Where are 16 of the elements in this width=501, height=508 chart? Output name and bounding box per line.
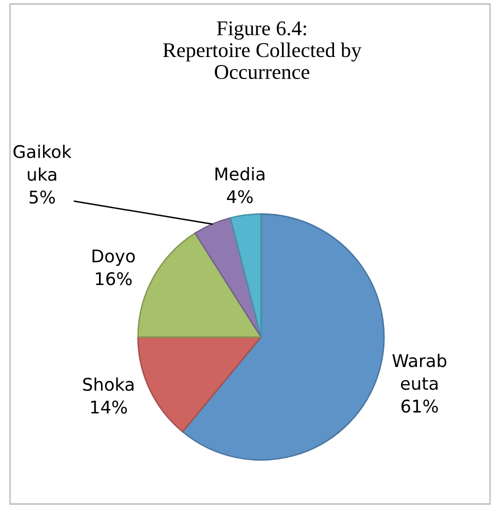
data-label: 16%	[96, 272, 132, 286]
slice-label: Doyo	[92, 250, 135, 266]
slice-label: Warab euta	[392, 354, 446, 390]
pie-slice	[137, 232, 262, 338]
slice-label: Media	[216, 167, 264, 180]
pie-slice	[137, 336, 262, 432]
data-label: 5%	[30, 190, 55, 204]
chart-title: Figure 6.4: Repertoire Collected by Occurrence	[163, 21, 362, 80]
pie-slice	[194, 217, 262, 338]
data-label: 14%	[91, 400, 127, 414]
data-label: 61%	[401, 400, 438, 413]
pie-slice	[182, 213, 385, 461]
pie-slice	[230, 213, 262, 338]
slice-label: Gaikok uka	[14, 144, 72, 181]
data-label: 4%	[226, 190, 253, 204]
slice-label: Shoka	[83, 377, 134, 391]
